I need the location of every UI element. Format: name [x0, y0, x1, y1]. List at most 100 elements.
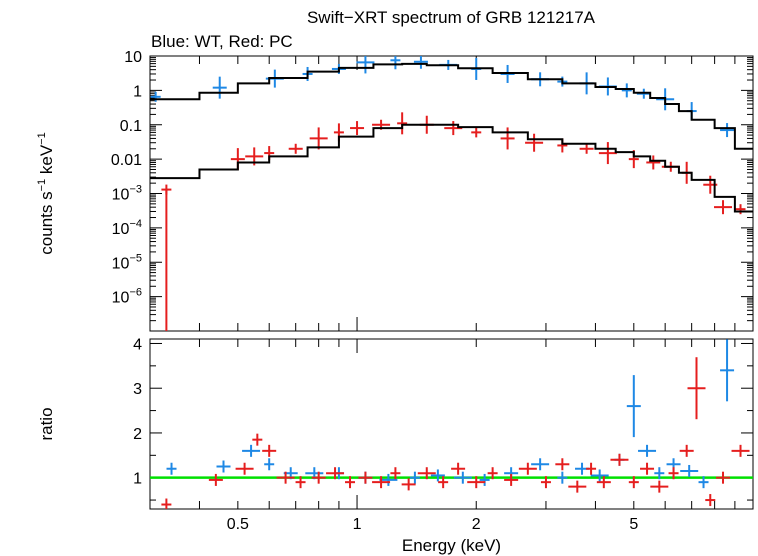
pc-data-point: [350, 121, 365, 136]
pc-ratio-point: [358, 471, 373, 484]
pc-ratio-point: [650, 480, 669, 493]
wt-data-point: [390, 56, 401, 70]
chart-subtitle: Blue: WT, Red: PC: [151, 32, 293, 51]
ratio-y-tick-labels: 1 2 3 4: [133, 336, 142, 487]
pc-ratio-point: [716, 471, 731, 484]
wt-ratio-point: [166, 462, 177, 475]
y-tick-label: 0.01: [111, 152, 142, 169]
ratio-plot-frame: [149, 338, 754, 510]
y-label-superscript: −1: [36, 132, 48, 145]
ratio-data: [150, 339, 753, 509]
pc-ratio-point: [668, 467, 679, 480]
pc-ratio-point: [345, 476, 356, 489]
pc-data-point: [471, 127, 482, 138]
pc-data-point: [646, 155, 661, 170]
pc-ratio-point: [518, 462, 537, 475]
pc-ratio-point: [487, 467, 498, 480]
wt-ratio-point: [626, 375, 641, 438]
y-tick-label: 10−3: [112, 184, 142, 204]
pc-ratio-point: [596, 476, 611, 489]
pc-ratio-point: [262, 444, 277, 457]
pc-ratio-point: [467, 476, 486, 489]
wt-data-point: [413, 56, 428, 69]
pc-ratio-point: [326, 467, 345, 480]
pc-data-point: [525, 133, 544, 152]
pc-ratio-point: [451, 462, 466, 475]
pc-ratio-point: [235, 462, 254, 475]
y-tick-label: 4: [133, 336, 142, 353]
wt-data-point: [621, 83, 632, 98]
pc-ratio-point: [504, 473, 519, 486]
wt-ratio-point: [453, 471, 472, 484]
wt-ratio-point: [264, 458, 275, 471]
pc-data-point: [288, 143, 303, 154]
pc-ratio-point: [555, 458, 570, 471]
wt-ratio-point: [242, 444, 261, 457]
y-tick-label: 1: [133, 83, 142, 100]
pc-ratio-point: [568, 480, 587, 493]
pc-data-point: [735, 204, 746, 215]
wt-ratio-point: [590, 469, 609, 482]
x-axis-tick-labels: 0.5 1 2 5: [227, 516, 639, 533]
wt-ratio-point: [430, 469, 445, 482]
wt-ratio-point: [680, 464, 699, 477]
wt-ratio-point: [379, 473, 398, 486]
pc-data-point: [397, 112, 408, 135]
wt-ratio-point: [557, 471, 568, 484]
y-label-superscript: −1: [36, 179, 48, 192]
pc-ratio-point: [640, 462, 655, 475]
pc-data-point: [500, 127, 515, 150]
ratio-axis-ticks: [149, 339, 753, 509]
pc-model-line: [150, 123, 753, 213]
pc-ratio-point: [438, 476, 449, 489]
ratio-panel: 1 2 3 4 ratio: [37, 336, 754, 510]
ratio-y-axis-label: ratio: [37, 407, 56, 440]
pc-ratio-point: [731, 444, 750, 457]
pc-ratio-point: [161, 498, 172, 509]
y-tick-label: 2: [133, 426, 142, 443]
wt-data-point: [720, 123, 735, 138]
x-axis-label: Energy (keV): [402, 536, 501, 555]
y-label-text: keV: [37, 144, 56, 179]
pc-ratio-point: [252, 433, 263, 446]
y-tick-label: 1: [133, 471, 142, 488]
pc-data-point: [309, 127, 328, 150]
pc-ratio-point: [586, 462, 597, 475]
pc-ratio-point: [311, 471, 326, 484]
pc-ratio-point: [417, 467, 436, 480]
spectrum-data: [150, 56, 753, 331]
pc-ratio-point: [276, 471, 295, 484]
wt-ratio-point: [654, 467, 665, 480]
pc-ratio-point: [628, 476, 639, 489]
x-tick-label: 1: [353, 516, 362, 533]
pc-ratio-point: [540, 476, 551, 489]
pc-ratio-point: [372, 476, 391, 489]
pc-ratio-point: [401, 478, 416, 491]
y-tick-label: 3: [133, 381, 142, 398]
wt-model-line: [150, 62, 753, 150]
wt-ratio-point: [531, 458, 550, 471]
wt-ratio-point: [409, 471, 420, 484]
pc-ratio-point: [610, 453, 629, 466]
pc-data-point: [598, 142, 617, 165]
chart-title: Swift−XRT spectrum of GRB 121217A: [307, 8, 596, 27]
wt-ratio-point: [479, 473, 490, 486]
spectrum-y-tick-labels: 10 1 0.1 0.01 10−3 10−4 10−5 10−6: [111, 49, 142, 307]
pc-data-point: [714, 200, 733, 215]
pc-ratio-point: [295, 476, 306, 489]
pc-ratio-point: [705, 494, 716, 507]
y-tick-label: 10−5: [112, 252, 142, 272]
pc-ratio-point: [208, 473, 223, 486]
y-tick-label: 10: [124, 49, 142, 66]
pc-data-point: [579, 143, 594, 154]
wt-ratio-point: [216, 460, 231, 473]
y-label-text: counts s: [37, 191, 56, 254]
pc-ratio-point: [390, 467, 401, 480]
y-tick-label: 10−4: [112, 218, 142, 238]
x-tick-label: 2: [472, 516, 481, 533]
pc-ratio-point: [679, 444, 694, 457]
y-tick-label: 10−6: [112, 287, 142, 307]
wt-data-point: [212, 76, 227, 99]
wt-ratio-point: [698, 476, 709, 489]
